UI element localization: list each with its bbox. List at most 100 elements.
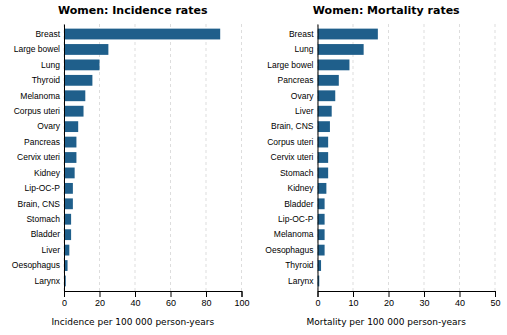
- bar: [318, 229, 325, 240]
- tick-mark: [389, 291, 390, 297]
- tick-label: 30: [419, 298, 429, 308]
- category-label: Brain, CNS: [271, 121, 314, 131]
- tick: Thyroid: [285, 260, 317, 270]
- tick: 20: [384, 291, 394, 308]
- bar: [318, 59, 350, 70]
- tick: Bladder: [284, 199, 317, 209]
- tick: Corpus uteri: [267, 137, 317, 147]
- tick: Brain, CNS: [271, 121, 318, 131]
- grid-line: [206, 24, 207, 291]
- bar: [64, 137, 76, 148]
- bar: [64, 90, 85, 101]
- tick: Lip-OC-P: [278, 214, 317, 224]
- tick-label: 100: [234, 298, 249, 308]
- tick: Lung: [295, 44, 318, 54]
- tick: Breast: [289, 29, 318, 39]
- x-axis: 020406080100: [62, 291, 250, 308]
- tick: 60: [166, 291, 176, 308]
- bars: [318, 29, 378, 287]
- tick: Pancreas: [278, 75, 318, 85]
- title: Women: Incidence rates: [58, 4, 208, 17]
- tick: Brain, CNS: [17, 199, 64, 209]
- category-label: Cervix uteri: [17, 152, 60, 162]
- axis-line: [65, 292, 243, 298]
- bar: [318, 106, 332, 117]
- tick: Bladder: [31, 229, 64, 239]
- grid-line: [64, 24, 65, 291]
- category-label: Large bowel: [267, 60, 313, 70]
- tick: 50: [490, 291, 500, 308]
- category-label: Bladder: [284, 199, 313, 209]
- tick-label: 20: [384, 298, 394, 308]
- y-axis: BreastLungLarge bowelPancreasOvaryLiverB…: [265, 25, 318, 292]
- category-label: Pancreas: [24, 137, 60, 147]
- grid-line: [317, 24, 318, 291]
- category-label: Lip-OC-P: [278, 214, 314, 224]
- bar: [64, 183, 73, 194]
- tick: 0: [62, 291, 67, 308]
- tick-label: 50: [490, 298, 500, 308]
- category-label: Lip-OC-P: [25, 183, 61, 193]
- bar: [318, 44, 364, 55]
- bar: [318, 90, 336, 101]
- category-label: Pancreas: [278, 75, 314, 85]
- y-axis: Breast Large bowel Lung Thyroid Melanoma Corp…: [12, 25, 65, 292]
- tick: Stomach: [26, 214, 64, 224]
- category-label: Lung: [295, 44, 314, 54]
- tick-label: 40: [455, 298, 465, 308]
- category-label: Corpus uteri: [267, 137, 313, 147]
- tick: 30: [419, 291, 429, 308]
- category-label: Brain, CNS: [17, 199, 60, 209]
- bar: [64, 29, 220, 40]
- bar: [64, 75, 92, 86]
- bar: [318, 168, 329, 179]
- tick: Cervix uteri: [271, 152, 318, 162]
- tick-mark: [171, 291, 172, 297]
- category-label: Melanoma: [274, 229, 314, 239]
- tick: 10: [348, 291, 358, 308]
- tick-mark: [460, 291, 461, 297]
- axis-line: [64, 25, 65, 292]
- grid-line: [170, 24, 171, 291]
- category-label: Stomach: [26, 214, 60, 224]
- tick: Oesophagus: [12, 260, 64, 270]
- tick-mark: [100, 291, 101, 297]
- category-label: Thyroid: [32, 75, 61, 85]
- bar: [64, 106, 84, 117]
- tick: Breast: [35, 29, 64, 39]
- tick: Lip-OC-P: [25, 183, 64, 193]
- category-label: Lung: [41, 60, 60, 70]
- tick-mark: [135, 291, 136, 297]
- tick: 100: [234, 291, 249, 308]
- axis-title: Incidence per 100 000 person-years: [51, 317, 214, 327]
- tick: Larynx: [288, 276, 318, 286]
- tick: Corpus uteri: [14, 106, 64, 116]
- tick: Stomach: [280, 168, 318, 178]
- tick: 40: [455, 291, 465, 308]
- category-label: Larynx: [288, 276, 314, 286]
- category-label: Melanoma: [20, 90, 60, 100]
- tick: Thyroid: [32, 75, 64, 85]
- tick: Liver: [42, 245, 64, 255]
- axis-line: [318, 292, 496, 298]
- tick: Melanoma: [274, 229, 318, 239]
- bar: [318, 214, 325, 225]
- grid-line: [388, 24, 389, 291]
- category-label: Thyroid: [285, 260, 314, 270]
- tick: Pancreas: [24, 137, 64, 147]
- tick: Kidney: [288, 183, 318, 193]
- tick: Oesophagus: [265, 245, 317, 255]
- category-label: Oesophagus: [265, 245, 313, 255]
- category-label: Breast: [35, 29, 60, 39]
- tick-mark: [353, 291, 354, 297]
- bar: [64, 59, 100, 70]
- tick: Large bowel: [14, 44, 64, 54]
- category-label: Ovary: [291, 90, 314, 100]
- tick: Larynx: [34, 276, 64, 286]
- tick: 0: [315, 291, 320, 308]
- bar: [64, 121, 78, 132]
- bar: [64, 198, 73, 209]
- grid-line: [353, 24, 354, 291]
- tick-mark: [495, 291, 496, 297]
- bar: [318, 121, 330, 132]
